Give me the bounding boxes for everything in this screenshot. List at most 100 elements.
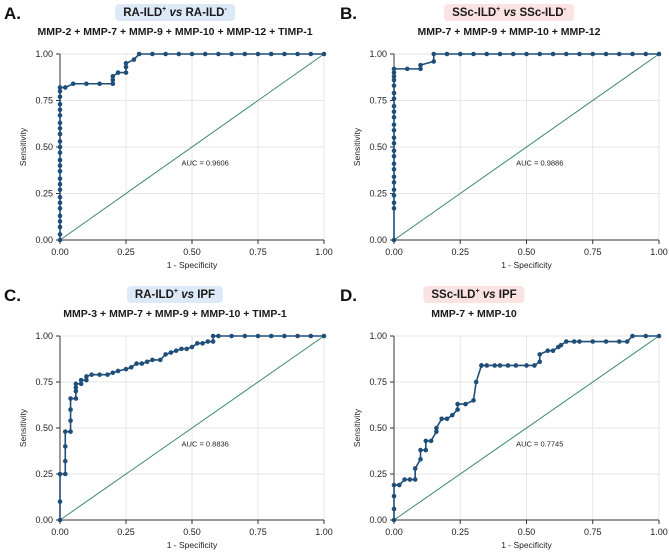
roc-point <box>57 150 63 155</box>
roc-point <box>616 339 622 344</box>
roc-point <box>391 122 397 127</box>
roc-point <box>434 429 439 434</box>
panel-a: A. RA-ILD+ vs RA-ILD- MMP-2 + MMP-7 + MM… <box>0 0 334 277</box>
roc-point <box>139 361 145 366</box>
roc-point <box>391 154 397 159</box>
roc-point <box>57 219 63 224</box>
roc-point <box>176 51 182 57</box>
roc-point <box>158 357 163 363</box>
roc-point <box>473 379 479 385</box>
roc-point <box>308 333 314 339</box>
roc-point <box>418 62 423 68</box>
y-tick-label: 0.25 <box>35 469 53 479</box>
roc-point <box>563 339 569 344</box>
roc-point <box>428 438 434 444</box>
roc-point <box>73 385 79 390</box>
y-tick-label: 0.50 <box>369 142 387 152</box>
x-tick-label: 0.50 <box>518 527 536 537</box>
roc-point <box>68 396 73 401</box>
roc-point <box>308 51 314 57</box>
roc-point <box>202 51 208 57</box>
roc-point <box>62 471 68 477</box>
roc-point <box>643 51 649 57</box>
roc-chart-d: 0.00 0.25 0.50 0.75 1.00 0.00 0.25 0.50 0.75 1.00… <box>352 331 668 550</box>
roc-point <box>123 70 129 75</box>
roc-point <box>57 157 63 163</box>
roc-point <box>545 348 550 354</box>
roc-point <box>57 126 63 131</box>
roc-point <box>513 363 519 368</box>
roc-point <box>391 77 397 83</box>
roc-point <box>571 339 577 344</box>
x-tick-label: 0.75 <box>584 527 602 537</box>
roc-point <box>123 64 129 70</box>
x-tick-label: 0.75 <box>249 527 267 537</box>
roc-point <box>57 206 63 211</box>
roc-point <box>255 51 261 57</box>
roc-point <box>216 51 221 57</box>
roc-point <box>57 107 63 113</box>
roc-point <box>57 181 63 187</box>
roc-point <box>391 135 397 140</box>
roc-point <box>444 51 450 57</box>
roc-point <box>471 398 476 403</box>
roc-point <box>295 51 300 57</box>
roc-point <box>550 348 556 354</box>
roc-point <box>128 364 134 370</box>
roc-point <box>57 176 63 181</box>
y-tick-label: 0.75 <box>369 377 387 387</box>
group2-sup: - <box>563 6 566 13</box>
roc-point <box>282 51 287 57</box>
roc-point <box>558 342 564 348</box>
panel-letter: A. <box>4 4 21 23</box>
roc-point <box>89 372 94 377</box>
roc-point <box>656 51 662 57</box>
roc-point <box>189 344 195 350</box>
roc-point <box>563 51 569 57</box>
vs-label: vs <box>169 6 183 19</box>
roc-point <box>57 232 63 237</box>
roc-point <box>144 359 150 365</box>
roc-point <box>630 51 635 57</box>
roc-point <box>110 370 116 376</box>
roc-point <box>131 57 137 62</box>
roc-point <box>404 66 410 72</box>
roc-point <box>115 70 121 75</box>
roc-point <box>110 81 116 87</box>
roc-point <box>391 187 397 193</box>
y-axis-title: Sensitivity <box>352 408 362 447</box>
auc-annotation: AUC = 0.9606 <box>182 159 229 168</box>
roc-point <box>391 70 397 75</box>
x-tick-label: 1.00 <box>650 527 668 537</box>
roc-point <box>110 77 116 83</box>
roc-point <box>57 187 63 193</box>
roc-point <box>179 346 184 352</box>
roc-point <box>423 438 429 444</box>
roc-point <box>439 416 444 422</box>
roc-point <box>57 213 63 219</box>
y-tick-label: 0.00 <box>35 515 53 525</box>
roc-point <box>656 333 662 339</box>
roc-point <box>84 81 89 87</box>
roc-point <box>455 407 460 412</box>
roc-point <box>57 88 63 94</box>
roc-point <box>550 51 556 57</box>
roc-point <box>136 51 142 57</box>
panel-letter: C. <box>4 286 21 305</box>
roc-point <box>68 429 73 434</box>
roc-point <box>603 339 609 344</box>
roc-point <box>242 51 248 57</box>
roc-point <box>537 359 543 365</box>
y-tick-label: 0.50 <box>35 423 53 433</box>
roc-point <box>524 51 529 57</box>
roc-point <box>57 94 63 100</box>
roc-point <box>184 346 190 352</box>
roc-point <box>497 51 503 57</box>
roc-point <box>62 444 68 449</box>
roc-point <box>200 341 205 346</box>
roc-point <box>68 407 73 412</box>
roc-point <box>492 363 497 368</box>
vs-label: vs <box>181 288 194 301</box>
x-tick-label: 1.00 <box>315 527 333 537</box>
x-tick-label: 0.00 <box>385 247 403 257</box>
